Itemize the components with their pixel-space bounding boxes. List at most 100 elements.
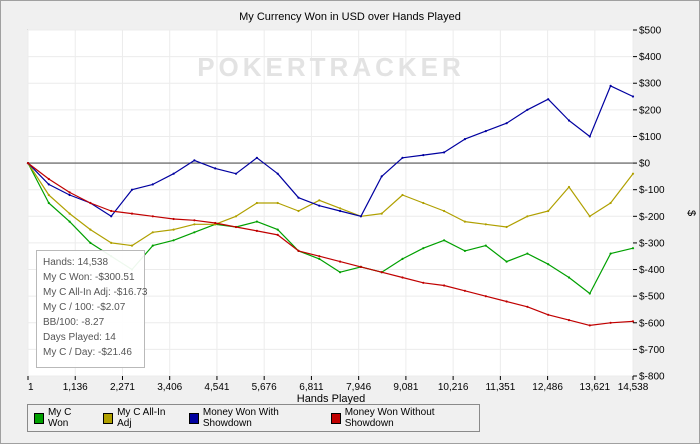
data-point <box>151 244 154 247</box>
data-point <box>110 209 113 213</box>
data-point <box>401 193 404 197</box>
stats-box: Hands: 14,538 My C Won: -$300.51 My C Al… <box>36 250 148 368</box>
stat-hands: Hands: 14,538 <box>43 257 109 268</box>
data-point <box>193 159 196 162</box>
x-tick-label: 13,621 <box>580 382 611 393</box>
y-tick-label: $500 <box>639 26 662 37</box>
data-point <box>422 247 425 250</box>
stat-won: My C Won: -$300.51 <box>43 272 135 283</box>
data-point <box>422 281 425 284</box>
data-point <box>255 201 258 205</box>
data-point <box>463 249 466 252</box>
data-point <box>505 300 508 303</box>
data-point <box>151 215 154 218</box>
data-point <box>588 292 591 295</box>
data-point <box>234 215 238 218</box>
data-point <box>339 209 342 213</box>
legend-swatch <box>188 412 199 424</box>
data-point <box>89 201 92 205</box>
legend-label: My C Won <box>47 407 72 429</box>
y-tick-label: $-100 <box>639 185 665 196</box>
x-tick-label: 6,811 <box>299 382 324 393</box>
data-point <box>484 244 487 247</box>
data-point <box>214 167 217 170</box>
data-point <box>547 313 550 316</box>
data-point <box>26 162 30 165</box>
data-point <box>172 228 175 231</box>
data-point <box>422 154 425 157</box>
legend-item[interactable]: Money Won With Showdown <box>188 407 317 429</box>
data-point <box>588 135 591 138</box>
y-tick-label: $-800 <box>639 372 665 383</box>
data-point <box>631 95 635 98</box>
data-point <box>567 319 571 322</box>
data-point <box>318 204 321 207</box>
data-point <box>318 257 321 260</box>
x-axis-title: Hands Played <box>297 393 366 405</box>
y-tick-label: $-500 <box>639 292 665 303</box>
data-point <box>89 228 92 231</box>
data-point <box>526 108 529 111</box>
x-tick-label: 10,216 <box>438 382 469 393</box>
data-point <box>151 231 154 234</box>
x-tick-label: 3,406 <box>157 382 182 393</box>
legend-item[interactable]: Money Won Without Showdown <box>330 407 471 429</box>
legend-swatch <box>34 412 44 424</box>
x-tick-label: 11,351 <box>485 382 515 393</box>
data-point <box>588 324 591 327</box>
data-point <box>609 252 612 255</box>
x-tick-label: 4,541 <box>204 382 229 393</box>
data-point <box>567 185 571 189</box>
y-axis-title: $ <box>685 210 697 216</box>
y-tick-label: $-400 <box>639 265 665 276</box>
data-point <box>401 156 404 159</box>
data-point <box>276 228 279 231</box>
legend-item[interactable]: My C All-In Adj <box>103 407 175 429</box>
data-point <box>339 271 342 274</box>
data-point <box>609 321 612 324</box>
data-point <box>318 255 321 258</box>
data-point <box>47 177 50 181</box>
x-tick-label: 2,271 <box>110 382 135 393</box>
data-point <box>276 233 279 236</box>
data-point <box>234 225 238 229</box>
data-point <box>484 130 487 133</box>
data-point <box>47 183 50 186</box>
legend: My C Won My C All-In Adj Money Won With … <box>27 404 480 432</box>
y-tick-label: $300 <box>639 79 662 90</box>
x-tick-label: 1 <box>28 382 34 393</box>
legend-item[interactable]: My C Won <box>34 407 89 429</box>
y-tick-label: $200 <box>639 105 662 116</box>
data-point <box>631 320 635 323</box>
data-point <box>547 98 550 101</box>
data-point <box>484 223 487 226</box>
stat-bb-100: BB/100: -8.27 <box>43 317 105 328</box>
stat-per-100: My C / 100: -$2.07 <box>43 302 126 313</box>
data-point <box>505 122 508 125</box>
x-tick-label: 7,946 <box>346 382 371 393</box>
x-tick-label: 5,676 <box>252 382 277 393</box>
watermark-logo: POKERTRACKER <box>197 52 465 82</box>
data-point <box>443 284 446 287</box>
data-point <box>276 201 279 205</box>
data-point <box>547 209 550 213</box>
data-point <box>172 172 175 175</box>
data-point <box>339 260 342 263</box>
data-point <box>255 229 258 232</box>
x-axis-ticks: 1 1,136 2,271 3,406 4,541 5,676 6,811 7,946 9,08… <box>27 376 649 393</box>
x-tick-label: 1,136 <box>63 382 88 393</box>
data-point <box>526 215 529 218</box>
legend-label: My C All-In Adj <box>117 407 166 429</box>
data-point <box>609 84 612 87</box>
data-point <box>255 220 258 223</box>
data-point <box>526 305 529 308</box>
data-point <box>193 219 196 222</box>
data-point <box>631 247 635 250</box>
grid <box>27 29 634 377</box>
data-point <box>193 231 196 234</box>
data-point <box>588 215 591 218</box>
data-point <box>380 175 383 178</box>
stat-per-day: My C / Day: -$21.46 <box>43 347 132 358</box>
data-point <box>401 257 404 260</box>
